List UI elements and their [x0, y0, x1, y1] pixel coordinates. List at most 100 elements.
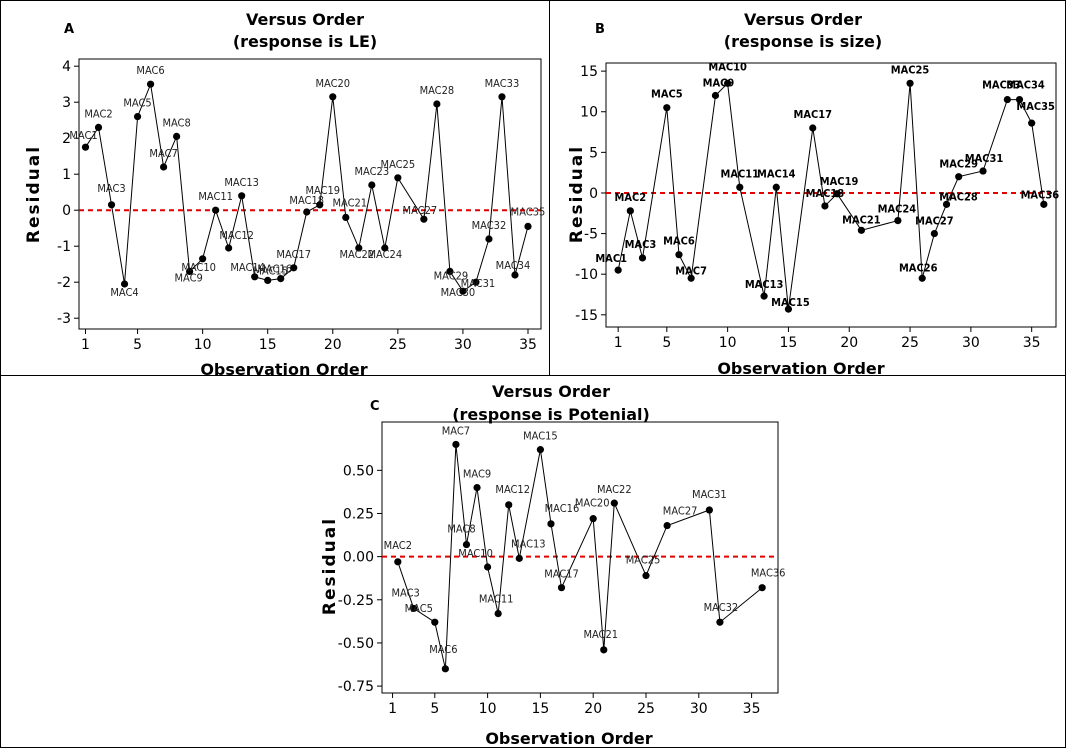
x-tick-label: 30 [690, 701, 708, 717]
data-point-label: MAC36 [1021, 188, 1060, 201]
data-point-label: MAC24 [878, 203, 917, 216]
data-point-label: MAC21 [842, 213, 881, 226]
data-point [918, 274, 926, 282]
chart-svg: C Versus Order (response is Potenial) -0.75… [320, 382, 785, 747]
plot-frame [605, 62, 1057, 328]
data-point-label: MAC12 [495, 483, 530, 496]
data-point-label: MAC33 [982, 79, 1021, 92]
x-axis-title: Observation Order [485, 729, 652, 747]
data-point [930, 229, 938, 238]
chart-subtitle: (response is LE) [233, 32, 377, 51]
data-point-label: MAC17 [276, 248, 311, 261]
data-point-label: MAC6 [429, 643, 457, 656]
data-point [705, 506, 713, 514]
data-point-label: MAC22 [597, 483, 632, 496]
data-point-label: MAC18 [289, 194, 324, 207]
data-point [1015, 95, 1024, 104]
data-point-label: MAC4 [110, 286, 138, 299]
x-tick-label: 35 [1023, 335, 1041, 351]
data-point [1040, 200, 1048, 208]
data-point-label: MAC3 [97, 182, 125, 195]
data-point-label: MAC6 [663, 235, 695, 248]
chart-svg: B Versus Order (response is size) -15 -10 -5 0… [567, 10, 1060, 375]
data-point-label: MAC8 [447, 523, 475, 536]
data-point [600, 646, 608, 654]
data-point-label: MAC22 [339, 248, 374, 261]
data-point-label: MAC35 [1016, 100, 1055, 113]
chart-subtitle: (response is size) [724, 32, 882, 51]
x-tick-label: 25 [901, 335, 919, 351]
data-point-label: MAC18 [806, 187, 845, 200]
data-point-label: MAC5 [405, 602, 433, 615]
x-tick-label: 15 [259, 337, 277, 353]
data-point-label: MAC25 [626, 554, 661, 567]
data-point-label: MAC7 [149, 147, 177, 160]
x-tick-label: 1 [614, 335, 623, 351]
data-point-label: MAC15 [523, 430, 558, 443]
y-tick-label: -1 [57, 239, 71, 255]
y-tick-label: -10 [575, 267, 598, 283]
data-point-label: MAC34 [1006, 79, 1045, 92]
y-axis-title: Residual [567, 145, 587, 243]
data-point [687, 274, 695, 282]
chart-panel-b: B Versus Order (response is size) -15 -10 -5 0… [549, 0, 1066, 376]
x-tick-label: 35 [519, 337, 537, 353]
data-point [484, 563, 492, 571]
x-axis-title: Observation Order [717, 359, 884, 375]
series-line [85, 82, 529, 292]
data-point [316, 201, 324, 209]
data-point-label: MAC25 [891, 63, 930, 76]
panel-letter: A [64, 22, 74, 37]
data-point-label: MAC5 [123, 97, 151, 110]
data-point [736, 183, 744, 191]
y-tick-label: 0 [62, 203, 71, 219]
data-point-label: MAC29 [434, 269, 469, 282]
y-tick-label: 2 [62, 131, 71, 147]
data-point-label: MAC11 [479, 593, 514, 606]
data-point-label: MAC31 [965, 152, 1004, 165]
data-point-label: MAC17 [544, 568, 579, 581]
data-point [394, 174, 402, 182]
data-point-label: MAC10 [708, 60, 747, 73]
data-point-label: MAC32 [704, 601, 739, 614]
data-point-label: MAC15 [771, 296, 810, 309]
data-point [146, 80, 155, 88]
data-point-label: MAC20 [575, 497, 610, 510]
y-tick-label: -0.25 [338, 593, 374, 609]
data-point [638, 254, 647, 262]
data-point [955, 173, 963, 181]
data-point-label: MAC2 [614, 191, 646, 204]
data-point [511, 271, 519, 279]
data-point [906, 79, 914, 87]
data-point [433, 100, 441, 108]
chart-panel-c: C Versus Order (response is Potenial) -0.75… [0, 375, 1066, 748]
data-point [675, 251, 683, 259]
plot-frame [78, 58, 542, 330]
x-tick-label: 25 [389, 337, 407, 353]
data-point [833, 190, 841, 198]
data-point [199, 255, 207, 263]
data-point [515, 554, 523, 562]
data-point-label: MAC30 [441, 286, 476, 299]
data-point [760, 292, 768, 300]
data-point-label: MAC14 [757, 167, 796, 180]
data-point-label: MAC27 [403, 204, 438, 217]
data-point [186, 267, 194, 275]
data-point-label: MAC27 [663, 505, 698, 518]
data-point [394, 558, 402, 566]
y-tick-label: -3 [57, 311, 71, 327]
data-point-label: MAC13 [224, 176, 259, 189]
y-tick-label: 0 [589, 186, 598, 202]
data-point-label: MAC13 [511, 537, 546, 550]
y-tick-label: 1 [62, 167, 71, 183]
data-point [431, 618, 439, 626]
data-point [212, 206, 220, 214]
data-point-label: MAC11 [198, 190, 233, 203]
data-point [557, 584, 566, 592]
data-point-label: MAC31 [461, 277, 496, 290]
data-point [459, 287, 467, 295]
y-tick-label: -0.75 [338, 679, 374, 695]
data-point [663, 104, 671, 112]
x-tick-label: 20 [324, 337, 342, 353]
data-point [81, 143, 90, 151]
